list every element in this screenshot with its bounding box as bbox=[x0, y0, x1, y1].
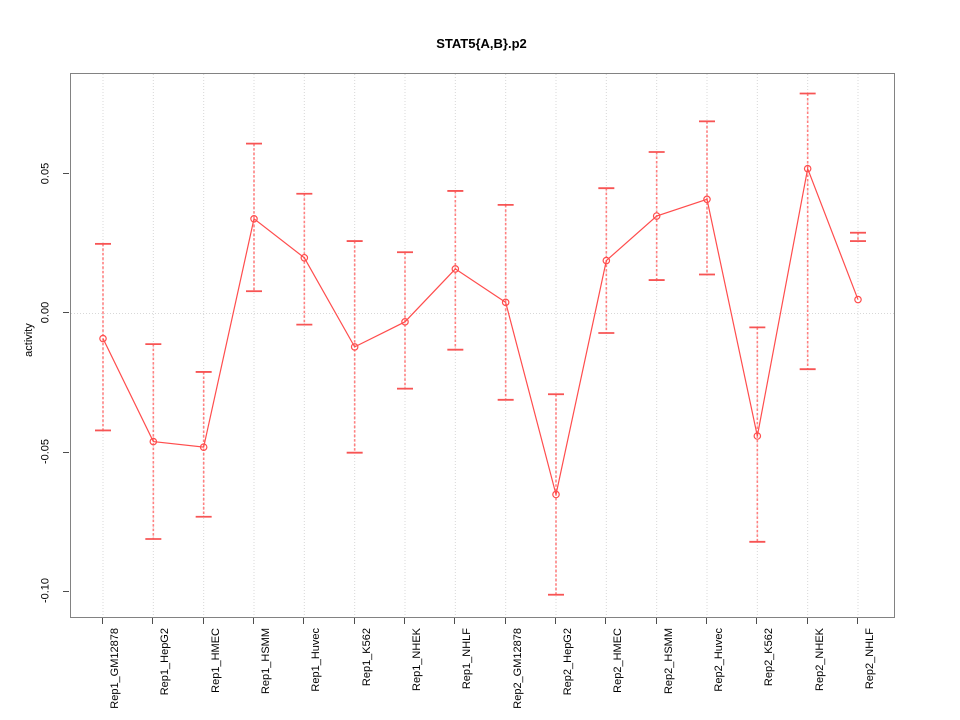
x-tick-label: Rep1_NHEK bbox=[411, 628, 423, 691]
x-tick-label: Rep1_Huvec bbox=[310, 628, 323, 692]
x-tick-label: Rep2_NHEK bbox=[813, 628, 826, 691]
data-point bbox=[602, 256, 611, 265]
data-point bbox=[451, 265, 460, 273]
data-point bbox=[803, 164, 812, 173]
data-point bbox=[401, 318, 409, 326]
y-tick-mark bbox=[63, 451, 69, 453]
x-tick-label: Rep2_GM12878 bbox=[511, 628, 524, 709]
x-tick-mark bbox=[152, 618, 154, 624]
x-tick-mark bbox=[253, 618, 254, 624]
x-tick-mark bbox=[454, 618, 456, 624]
x-tick-label: Rep2_Huvec bbox=[713, 628, 725, 692]
y-tick-label: 0.05 bbox=[39, 162, 52, 184]
y-tick-mark bbox=[63, 312, 69, 314]
y-tick-label: -0.05 bbox=[39, 439, 52, 465]
x-tick-mark bbox=[303, 618, 305, 624]
x-tick-mark bbox=[605, 618, 607, 624]
chart-title: STAT5{A,B}.p2 bbox=[436, 36, 527, 51]
y-tick-label: -0.10 bbox=[39, 578, 52, 604]
data-point bbox=[552, 490, 560, 499]
x-tick-mark bbox=[353, 618, 355, 624]
plot-area bbox=[70, 73, 895, 618]
data-point bbox=[149, 437, 158, 446]
plot-svg bbox=[71, 74, 894, 617]
x-tick-mark bbox=[102, 618, 103, 624]
x-tick-label: Rep2_K562 bbox=[763, 628, 776, 687]
data-point bbox=[753, 432, 762, 440]
x-tick-label: Rep2_NHLF bbox=[864, 628, 876, 690]
y-axis-title: activity bbox=[23, 323, 35, 357]
y-tick-mark bbox=[63, 173, 69, 175]
x-tick-label: Rep1_HepG2 bbox=[159, 628, 172, 696]
x-tick-label: Rep1_HMEC bbox=[209, 628, 222, 693]
data-point bbox=[703, 195, 711, 204]
data-point bbox=[350, 343, 359, 351]
x-tick-label: Rep1_HSMM bbox=[260, 628, 272, 695]
x-tick-label: Rep1_NHLF bbox=[461, 628, 474, 690]
x-tick-mark bbox=[756, 618, 758, 624]
data-point bbox=[199, 443, 208, 451]
x-tick-mark bbox=[806, 618, 808, 624]
data-point bbox=[300, 253, 309, 262]
x-tick-mark bbox=[404, 618, 405, 624]
data-point bbox=[652, 212, 661, 220]
x-tick-label: Rep2_HepG2 bbox=[562, 628, 574, 696]
x-tick-mark bbox=[857, 618, 858, 624]
x-tick-mark bbox=[504, 618, 506, 624]
y-tick-mark bbox=[63, 590, 69, 592]
x-tick-label: Rep2_HMEC bbox=[612, 628, 625, 693]
x-tick-mark bbox=[706, 618, 707, 624]
data-point bbox=[854, 295, 862, 304]
data-point bbox=[99, 334, 107, 343]
x-tick-label: Rep2_HSMM bbox=[662, 628, 675, 695]
x-tick-mark bbox=[655, 618, 657, 624]
data-point bbox=[250, 215, 258, 223]
series-line bbox=[102, 166, 859, 495]
x-tick-label: Rep1_GM12878 bbox=[109, 628, 121, 709]
x-tick-mark bbox=[555, 618, 556, 624]
y-tick-label: 0.00 bbox=[39, 301, 52, 324]
x-tick-mark bbox=[202, 618, 204, 624]
x-tick-label: Rep1_K562 bbox=[360, 628, 373, 687]
data-point bbox=[501, 298, 510, 307]
